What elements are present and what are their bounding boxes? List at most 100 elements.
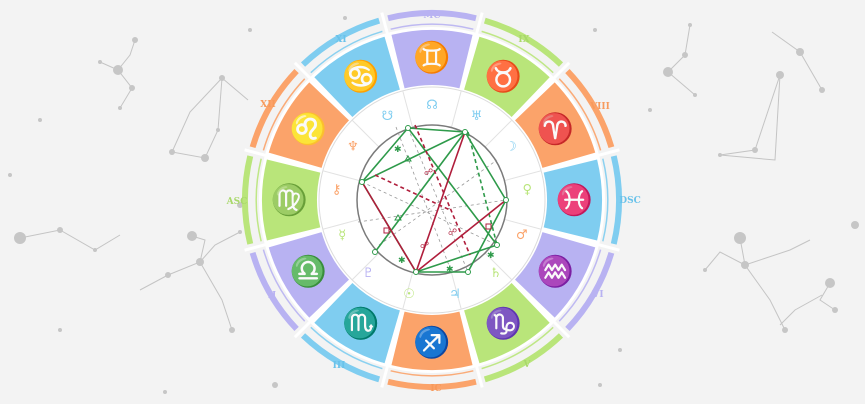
square-icon (485, 223, 492, 230)
opposition-icon: ☍ (420, 241, 429, 251)
sextile-icon: ✱ (398, 256, 406, 266)
uranus-icon: ♅ (471, 109, 483, 124)
house-label-xi: XI (335, 35, 346, 45)
aspect-node (359, 179, 365, 185)
zodiac-sector (391, 311, 473, 371)
house-divider (597, 243, 620, 252)
house-arc-inner (390, 23, 474, 30)
zodiac-sector (314, 36, 400, 117)
house-label-ii: II (268, 291, 276, 301)
saturn-icon: ♄ (490, 266, 502, 281)
aspect-line-green-3 (361, 131, 466, 183)
zodiac-sector (515, 232, 596, 318)
aspect-line-green-dashed (467, 131, 498, 246)
scorpio-icon: ♏ (342, 305, 379, 341)
taurus-icon: ♉ (485, 59, 522, 95)
outer-house-ring (242, 9, 622, 390)
house-arc (300, 17, 381, 67)
sagittarius-icon: ♐ (413, 325, 450, 361)
mars-icon: ♂ (516, 228, 528, 243)
house-label-vi: VI (591, 290, 603, 300)
trine-icon (404, 155, 412, 162)
libra-icon: ♎ (290, 253, 327, 289)
house-arc (565, 68, 615, 149)
aspect-node (465, 269, 471, 275)
mercury-icon: ☿ (338, 228, 346, 243)
zodiac-sector (464, 283, 550, 364)
house-divider (293, 61, 312, 80)
house-label-viii: VIII (589, 102, 610, 112)
house-label-asc: ASC (226, 197, 248, 207)
zodiac-sector (262, 159, 321, 241)
planet-ring (318, 86, 546, 314)
house-label-mc: MC (423, 11, 440, 21)
aspect-node (372, 249, 378, 255)
sextile-icon: ✱ (394, 145, 402, 155)
aspect-markers: ✱ ✱ ✱ ✱ ☍ ☍ ☍ (359, 125, 509, 275)
venus-icon: ♀ (523, 182, 533, 197)
aspect-node (503, 197, 509, 203)
zodiac-sector (391, 29, 473, 89)
moon-icon: ☽ (505, 139, 517, 154)
house-arc (565, 251, 615, 332)
house-label-ic: IC (430, 384, 441, 394)
house-divider (244, 148, 267, 157)
house-divider (244, 243, 267, 252)
gemini-icon: ♊ (413, 40, 450, 76)
house-arc (483, 17, 564, 67)
aspect-grid (357, 126, 507, 273)
house-arc (483, 333, 564, 383)
sextile-icon: ✱ (446, 265, 454, 275)
leo-icon: ♌ (290, 111, 327, 147)
house-arc (387, 9, 477, 22)
opposition-icon: ☍ (448, 228, 457, 238)
house-label-ix: IX (518, 35, 529, 45)
house-arc (300, 333, 381, 383)
virgo-icon: ♍ (271, 182, 308, 218)
house-divider (597, 148, 620, 157)
house-arc (242, 155, 254, 245)
pluto-icon: ♇ (363, 266, 375, 281)
house-label-xii: XII (260, 100, 275, 110)
planet-glyphs: ☊ ♅ ☽ ♀ ♂ ♄ ♃ ☉ ♇ ☿ ⚷ ♆ ☋ (332, 98, 532, 302)
house-divider (552, 320, 571, 339)
aries-icon: ♈ (537, 111, 574, 147)
pisces-icon: ♓ (556, 182, 593, 218)
chiron-icon: ⚷ (332, 182, 342, 197)
zodiac-sector (543, 159, 602, 241)
house-divider (552, 61, 571, 80)
background-stars (8, 16, 859, 394)
aspect-node (405, 125, 411, 131)
aquarius-icon: ♒ (537, 253, 574, 289)
aspect-node (462, 129, 468, 135)
house-arc-inner (602, 158, 609, 242)
house-divider (380, 365, 389, 388)
zodiac-sector (268, 82, 349, 168)
cancer-icon: ♋ (342, 59, 379, 95)
zodiac-sector (464, 36, 550, 117)
house-divider (380, 12, 389, 35)
house-label-dsc: DSC (619, 196, 640, 206)
zodiac-sector (268, 232, 349, 318)
south-node-icon: ☋ (382, 109, 394, 124)
house-divider (475, 365, 484, 388)
square-icon (383, 227, 390, 234)
house-arc-inner (255, 158, 262, 242)
sextile-icon: ✱ (487, 251, 495, 261)
aspect-line-green-4 (374, 131, 466, 253)
capricorn-icon: ♑ (485, 305, 522, 341)
house-labels: MC IX VIII DSC VI V IC III II ASC XII XI (226, 11, 641, 394)
house-divider (293, 320, 312, 339)
aspect-node (494, 242, 500, 248)
jupiter-icon: ♃ (449, 287, 461, 302)
opposition-icon: ☍ (424, 168, 433, 178)
zodiac-sector (314, 283, 400, 364)
aspect-node (413, 269, 419, 275)
aspect-line-red-4 (414, 124, 471, 256)
house-arc (387, 378, 477, 390)
house-divider (475, 12, 484, 35)
trine-icon (394, 214, 402, 221)
aspect-line-red-2 (415, 199, 507, 273)
